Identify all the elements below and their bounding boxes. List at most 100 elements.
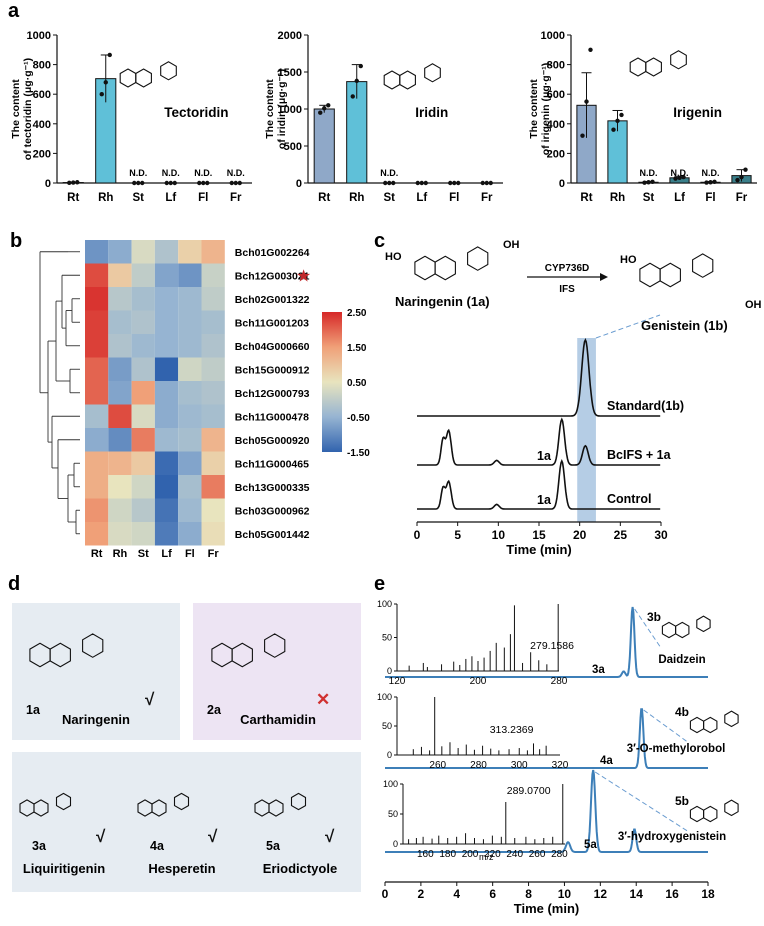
- category-label: Lf: [674, 192, 685, 204]
- data-point: [71, 180, 76, 185]
- chromatogram-trace: [417, 417, 661, 466]
- substrate-peak-label: 3a: [592, 664, 605, 676]
- ms-x-tick-label: 240: [506, 849, 523, 860]
- category-label: Rh: [98, 192, 113, 204]
- substrate-name: Liquiritigenin: [23, 861, 105, 876]
- heatmap-cell: [154, 381, 179, 405]
- data-point: [233, 180, 238, 186]
- data-point: [580, 133, 585, 138]
- colorbar-tick-label: 0.50: [347, 378, 367, 389]
- y-tick-label: 0: [296, 178, 302, 190]
- ms-y-tick-label: 50: [388, 809, 398, 819]
- y-tick-label: 1000: [541, 30, 565, 42]
- heatmap-cell: [178, 310, 202, 334]
- structure-icon: [119, 61, 177, 88]
- data-point: [704, 180, 709, 185]
- y-axis-label-line: The content: [10, 79, 22, 139]
- substrate-structure: [19, 792, 72, 817]
- product-name: Genistein (1b): [641, 318, 728, 333]
- ring-shape: [689, 805, 705, 823]
- y-tick-label: 0: [559, 178, 565, 190]
- data-point: [452, 180, 457, 186]
- ring-shape: [696, 615, 711, 633]
- heatmap-cell: [108, 240, 132, 264]
- heatmap-cell: [85, 428, 109, 452]
- ring-shape: [290, 792, 307, 811]
- ring-shape: [670, 50, 687, 70]
- column-label: Lf: [161, 548, 172, 560]
- data-point: [677, 175, 682, 181]
- substrate-name: Hesperetin: [148, 861, 215, 876]
- x-tick-label: 10: [492, 528, 506, 542]
- heatmap-cell: [85, 381, 109, 405]
- heatmap-cell: [154, 357, 179, 381]
- data-point: [387, 180, 392, 186]
- hydroxyl-label: HO: [385, 251, 402, 263]
- heatmap-cell: [85, 498, 109, 522]
- ring-shape: [703, 805, 718, 823]
- data-point: [197, 180, 202, 186]
- y-tick-label: 1000: [278, 104, 302, 116]
- ms-y-tick-label: 0: [387, 750, 392, 760]
- colorbar: [322, 312, 342, 452]
- data-point: [480, 180, 485, 186]
- star-icon: ★: [296, 266, 311, 285]
- category-label: Fr: [736, 192, 748, 204]
- bar: [313, 108, 335, 184]
- x-tick-label: 4: [453, 887, 460, 901]
- substrate-name: Carthamidin: [240, 712, 316, 727]
- chromatogram-trace: [385, 708, 708, 769]
- heatmap-cell: [85, 334, 109, 358]
- heatmap-cell: [85, 522, 109, 546]
- heatmap-cell: [154, 263, 179, 287]
- chromatogram-trace: [417, 459, 661, 510]
- ms-x-tick-label: 280: [551, 849, 568, 860]
- leader-line: [643, 709, 690, 744]
- substrate-name: Eriodictyole: [263, 861, 337, 876]
- ms-x-tick-label: 260: [529, 849, 546, 860]
- row-label: Bch11G000478: [235, 411, 309, 423]
- ring-shape: [151, 799, 167, 817]
- ring-shape: [434, 255, 456, 281]
- column-label: Fr: [208, 548, 220, 560]
- data-point: [67, 180, 72, 186]
- heatmap-cell: [201, 428, 225, 452]
- hplc-chart-c: Standard(1b) BcIFS + 1a 1a Control 1a 0 5 10 15 2…: [414, 314, 684, 557]
- nd-annotation: N.D.: [671, 168, 689, 178]
- heatmap-cell: [178, 522, 202, 546]
- bar-chart-irigenin: 0 200 400 600 800 1000 The contentof irigenin …: [528, 30, 757, 204]
- compound-name: Daidzein: [658, 654, 705, 666]
- y-tick-label: 1500: [278, 67, 302, 79]
- y-tick-label: 2000: [278, 30, 302, 42]
- ring-shape: [689, 716, 705, 734]
- heatmap-cell: [131, 287, 155, 311]
- row-label: Bch12G000793: [235, 388, 310, 400]
- row-label: Bch05G001442: [235, 529, 310, 541]
- ring-shape: [55, 792, 72, 811]
- substrate-id: 3a: [32, 839, 47, 853]
- heatmap-cell: [154, 287, 179, 311]
- panel-label-c: c: [374, 230, 385, 252]
- data-point: [712, 179, 717, 185]
- y-axis-label-line: The content: [528, 79, 540, 139]
- product-structure: [661, 615, 711, 639]
- heatmap-cell: [108, 263, 132, 287]
- heatmap-cell: [85, 240, 109, 264]
- y-tick-label: 800: [547, 60, 565, 72]
- compound-id: 3b: [647, 610, 661, 624]
- category-label: Fl: [449, 192, 459, 204]
- data-point: [423, 180, 428, 186]
- ring-shape: [424, 63, 441, 83]
- heatmap-cell: [178, 498, 202, 522]
- heatmap-cell: [108, 451, 132, 475]
- category-label: St: [133, 192, 145, 204]
- panel-label-a: a: [8, 0, 20, 22]
- check-icon: √: [208, 827, 218, 846]
- substrate-peak-label: 5a: [584, 839, 597, 851]
- x-tick-label: 15: [532, 528, 546, 542]
- heatmap-cell: [131, 498, 155, 522]
- heatmap-cell: [131, 357, 155, 381]
- ring-shape: [675, 621, 690, 639]
- nd-annotation: N.D.: [227, 168, 245, 178]
